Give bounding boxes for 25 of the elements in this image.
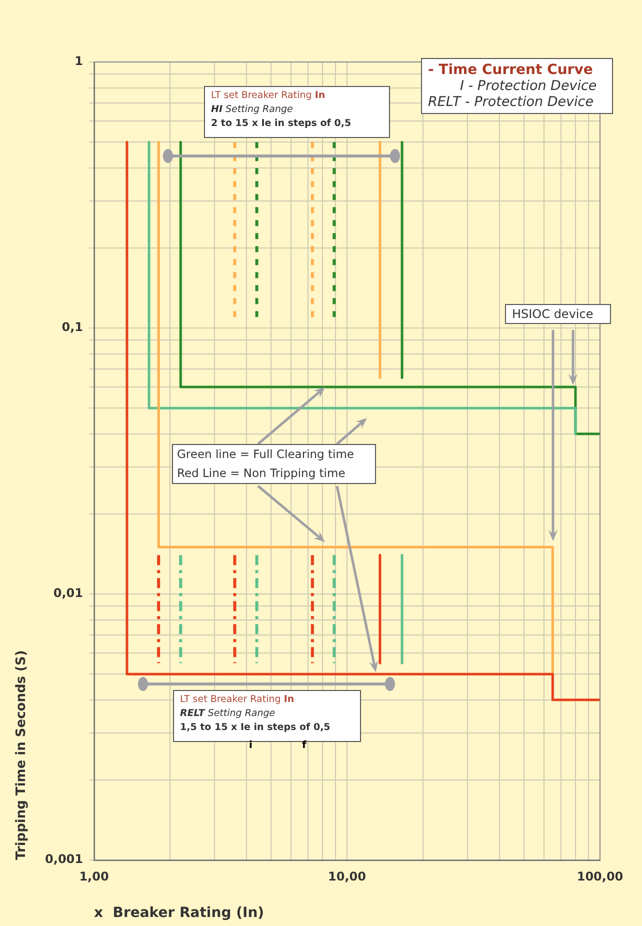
annotation: LT set Breaker Rating In bbox=[211, 89, 326, 103]
annotation: RELT Setting Range bbox=[180, 707, 276, 721]
annotation: Green line = Full Clearing time bbox=[177, 446, 355, 463]
annotation: LT set Breaker Rating In bbox=[180, 693, 296, 707]
annotation: HSIOC device bbox=[512, 307, 594, 321]
chart-title: - Time Current Curve bbox=[428, 62, 594, 78]
note-box: LT set Breaker Rating In HI Setting Range 2 to 15 x Ie in steps of 0,5 bbox=[204, 86, 390, 138]
annotation: 1,5 to 15 x Ie in steps of 0,5 bbox=[180, 721, 332, 735]
x-tick-label: 10,00 bbox=[328, 869, 366, 884]
annotation: HI Setting Range bbox=[211, 103, 294, 117]
y-axis-title: Tripping Time in Seconds (S) bbox=[14, 650, 30, 860]
annotation: RELT - Protection Device bbox=[428, 94, 595, 110]
annotation: Red Line = Non Tripping time bbox=[177, 465, 346, 482]
x-tick-label: 100,00 bbox=[576, 869, 624, 884]
x-tick-label: 1,00 bbox=[79, 869, 109, 884]
annotation: 2 to 15 x Ie in steps of 0,5 bbox=[211, 117, 352, 131]
y-tick-label: 0,001 bbox=[45, 852, 83, 866]
x-axis-title: x Breaker Rating (In) bbox=[94, 905, 264, 922]
y-tick-label: 1 bbox=[74, 54, 83, 68]
y-tick-label: 0,01 bbox=[53, 586, 83, 600]
annotation: i bbox=[249, 740, 252, 751]
y-tick-label: 0,1 bbox=[62, 320, 83, 334]
legend-box: - Time Current Curve I - Protection Device RELT - Protection Device bbox=[421, 58, 613, 114]
annotation: f bbox=[302, 740, 306, 751]
annotation: I - Protection Device bbox=[459, 78, 598, 94]
